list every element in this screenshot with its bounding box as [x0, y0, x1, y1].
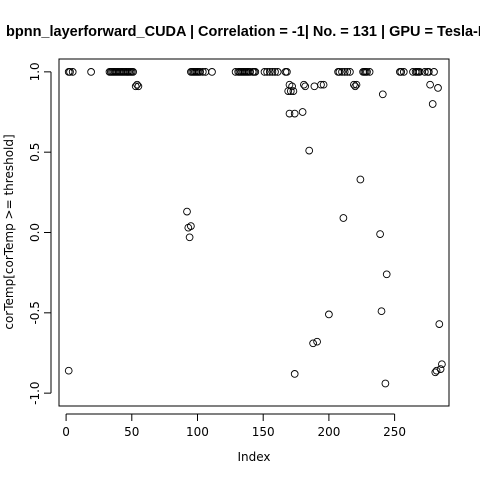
- data-point: [187, 222, 195, 230]
- y-tick-label: 0.5: [28, 143, 42, 162]
- data-point: [283, 68, 291, 76]
- data-point: [198, 68, 207, 76]
- data-point: [317, 80, 325, 89]
- x-tick-label: 250: [383, 425, 406, 439]
- data-point: [434, 84, 442, 92]
- y-tick-label: -1.0: [28, 381, 42, 404]
- chart-title: bpnn_layerforward_CUDA | Correlation = -…: [6, 24, 480, 40]
- data-point: [260, 68, 269, 76]
- data-point: [340, 68, 349, 76]
- data-point: [290, 370, 299, 378]
- data-point: [196, 68, 204, 76]
- data-point: [365, 68, 374, 76]
- data-point: [300, 80, 308, 89]
- data-point: [268, 68, 277, 76]
- x-axis: 0 50 100 150 200 250: [62, 413, 406, 439]
- data-point: [185, 233, 194, 242]
- data-point: [339, 214, 348, 222]
- data-point: [183, 207, 191, 216]
- data-point: [313, 337, 321, 346]
- data-point: [378, 90, 387, 99]
- data-point: [309, 339, 317, 348]
- data-point: [133, 80, 141, 89]
- data-point: [319, 80, 328, 89]
- data-point: [271, 68, 279, 76]
- data-point: [301, 82, 310, 91]
- data-point: [305, 146, 314, 155]
- data-point: [377, 307, 386, 316]
- x-axis-label: Index: [237, 450, 270, 464]
- data-point: [415, 68, 424, 76]
- data-point: [208, 68, 216, 76]
- data-point: [426, 80, 434, 89]
- data-point: [352, 80, 361, 89]
- data-point: [338, 68, 346, 76]
- x-tick-label: 200: [317, 425, 340, 439]
- y-tick-label: 1.0: [28, 62, 42, 81]
- data-point: [66, 68, 74, 76]
- data-point: [438, 360, 446, 369]
- data-point: [397, 68, 406, 76]
- data-point: [68, 68, 77, 76]
- data-point: [298, 108, 307, 116]
- data-point: [399, 68, 408, 76]
- data-point: [343, 68, 352, 76]
- data-point: [350, 80, 358, 89]
- data-point: [351, 82, 360, 91]
- data-point: [435, 320, 444, 328]
- data-point: [430, 68, 438, 76]
- data-point: [263, 68, 271, 76]
- data-point: [129, 68, 137, 76]
- data-point: [265, 68, 274, 76]
- data-point: [246, 68, 254, 76]
- x-tick-label: 0: [62, 425, 70, 439]
- y-axis-label: corTemp[corTemp >= threshold]: [2, 134, 16, 329]
- x-tick-label: 50: [124, 425, 139, 439]
- data-point: [290, 109, 299, 118]
- data-point: [428, 100, 437, 108]
- data-point: [363, 68, 371, 76]
- data-point: [64, 366, 73, 375]
- data-point: [424, 68, 433, 76]
- data-point: [436, 365, 445, 373]
- data-point: [432, 366, 441, 375]
- data-point: [325, 310, 333, 319]
- x-tick-label: 150: [252, 425, 275, 439]
- data-point: [286, 87, 295, 95]
- data-point: [285, 109, 294, 118]
- x-tick-label: 100: [186, 425, 209, 439]
- data-point: [251, 68, 260, 76]
- y-tick-label: -0.5: [28, 301, 42, 324]
- data-point: [289, 87, 298, 95]
- data-points: [64, 68, 446, 388]
- plot-area-border: [58, 58, 450, 407]
- data-point: [382, 270, 391, 279]
- y-tick-label: 0.0: [28, 223, 42, 242]
- data-point: [310, 82, 319, 91]
- data-point: [335, 68, 344, 76]
- y-axis: -1.0 -0.5 0.0 0.5 1.0: [28, 62, 52, 405]
- data-point: [376, 230, 384, 238]
- data-point: [273, 68, 282, 76]
- data-point: [131, 82, 140, 91]
- data-point: [134, 82, 143, 91]
- data-point: [420, 68, 429, 76]
- data-point: [381, 379, 390, 388]
- data-point: [346, 68, 354, 76]
- data-point: [288, 82, 296, 91]
- data-point: [87, 68, 95, 76]
- data-point: [356, 175, 365, 184]
